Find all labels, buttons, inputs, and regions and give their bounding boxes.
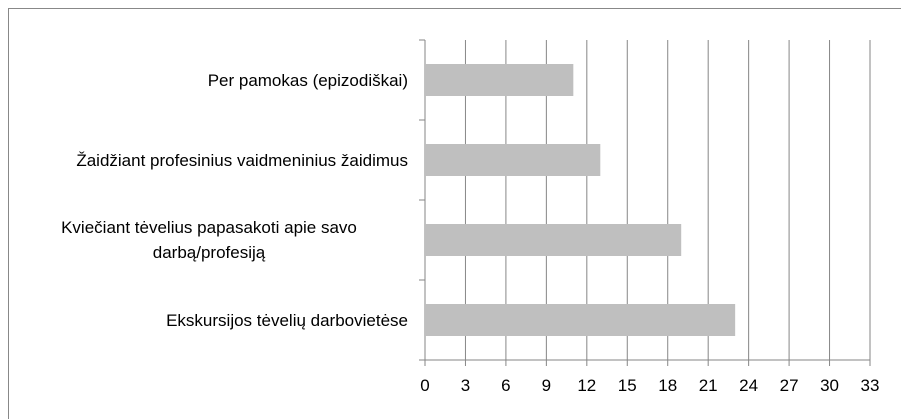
- y-tick-label: Žaidžiant profesinius vaidmeninius žaidi…: [76, 150, 408, 170]
- y-tick-label: Kviečiant tėvelius papasakoti apie savo …: [61, 218, 357, 262]
- x-tick-label: 6: [501, 376, 510, 395]
- bar: [425, 304, 736, 336]
- chart-border: [8, 8, 901, 419]
- x-tick-label: 0: [420, 376, 429, 395]
- x-tick-label: 12: [577, 376, 596, 395]
- bar: [425, 144, 601, 176]
- x-tick-label: 24: [739, 376, 758, 395]
- bar: [425, 64, 574, 96]
- category-label-box: Žaidžiant profesinius vaidmeninius žaidi…: [10, 120, 408, 200]
- x-tick-label: 18: [658, 376, 677, 395]
- y-tick-label: Per pamokas (epizodiškai): [207, 70, 408, 90]
- y-tick-label: Ekskursijos tėvelių darbovietėse: [166, 310, 408, 330]
- x-tick-label: 9: [542, 376, 551, 395]
- category-label-box: Kviečiant tėvelius papasakoti apie savo …: [10, 200, 408, 280]
- x-tick-label: 15: [618, 376, 637, 395]
- x-tick-label: 3: [461, 376, 470, 395]
- x-tick-label: 27: [780, 376, 799, 395]
- x-tick-label: 30: [820, 376, 839, 395]
- category-label-box: Ekskursijos tėvelių darbovietėse: [10, 280, 408, 360]
- bar: [425, 224, 682, 256]
- x-tick-label: 21: [699, 376, 718, 395]
- category-label-box: Per pamokas (epizodiškai): [10, 40, 408, 120]
- x-tick-label: 33: [861, 376, 880, 395]
